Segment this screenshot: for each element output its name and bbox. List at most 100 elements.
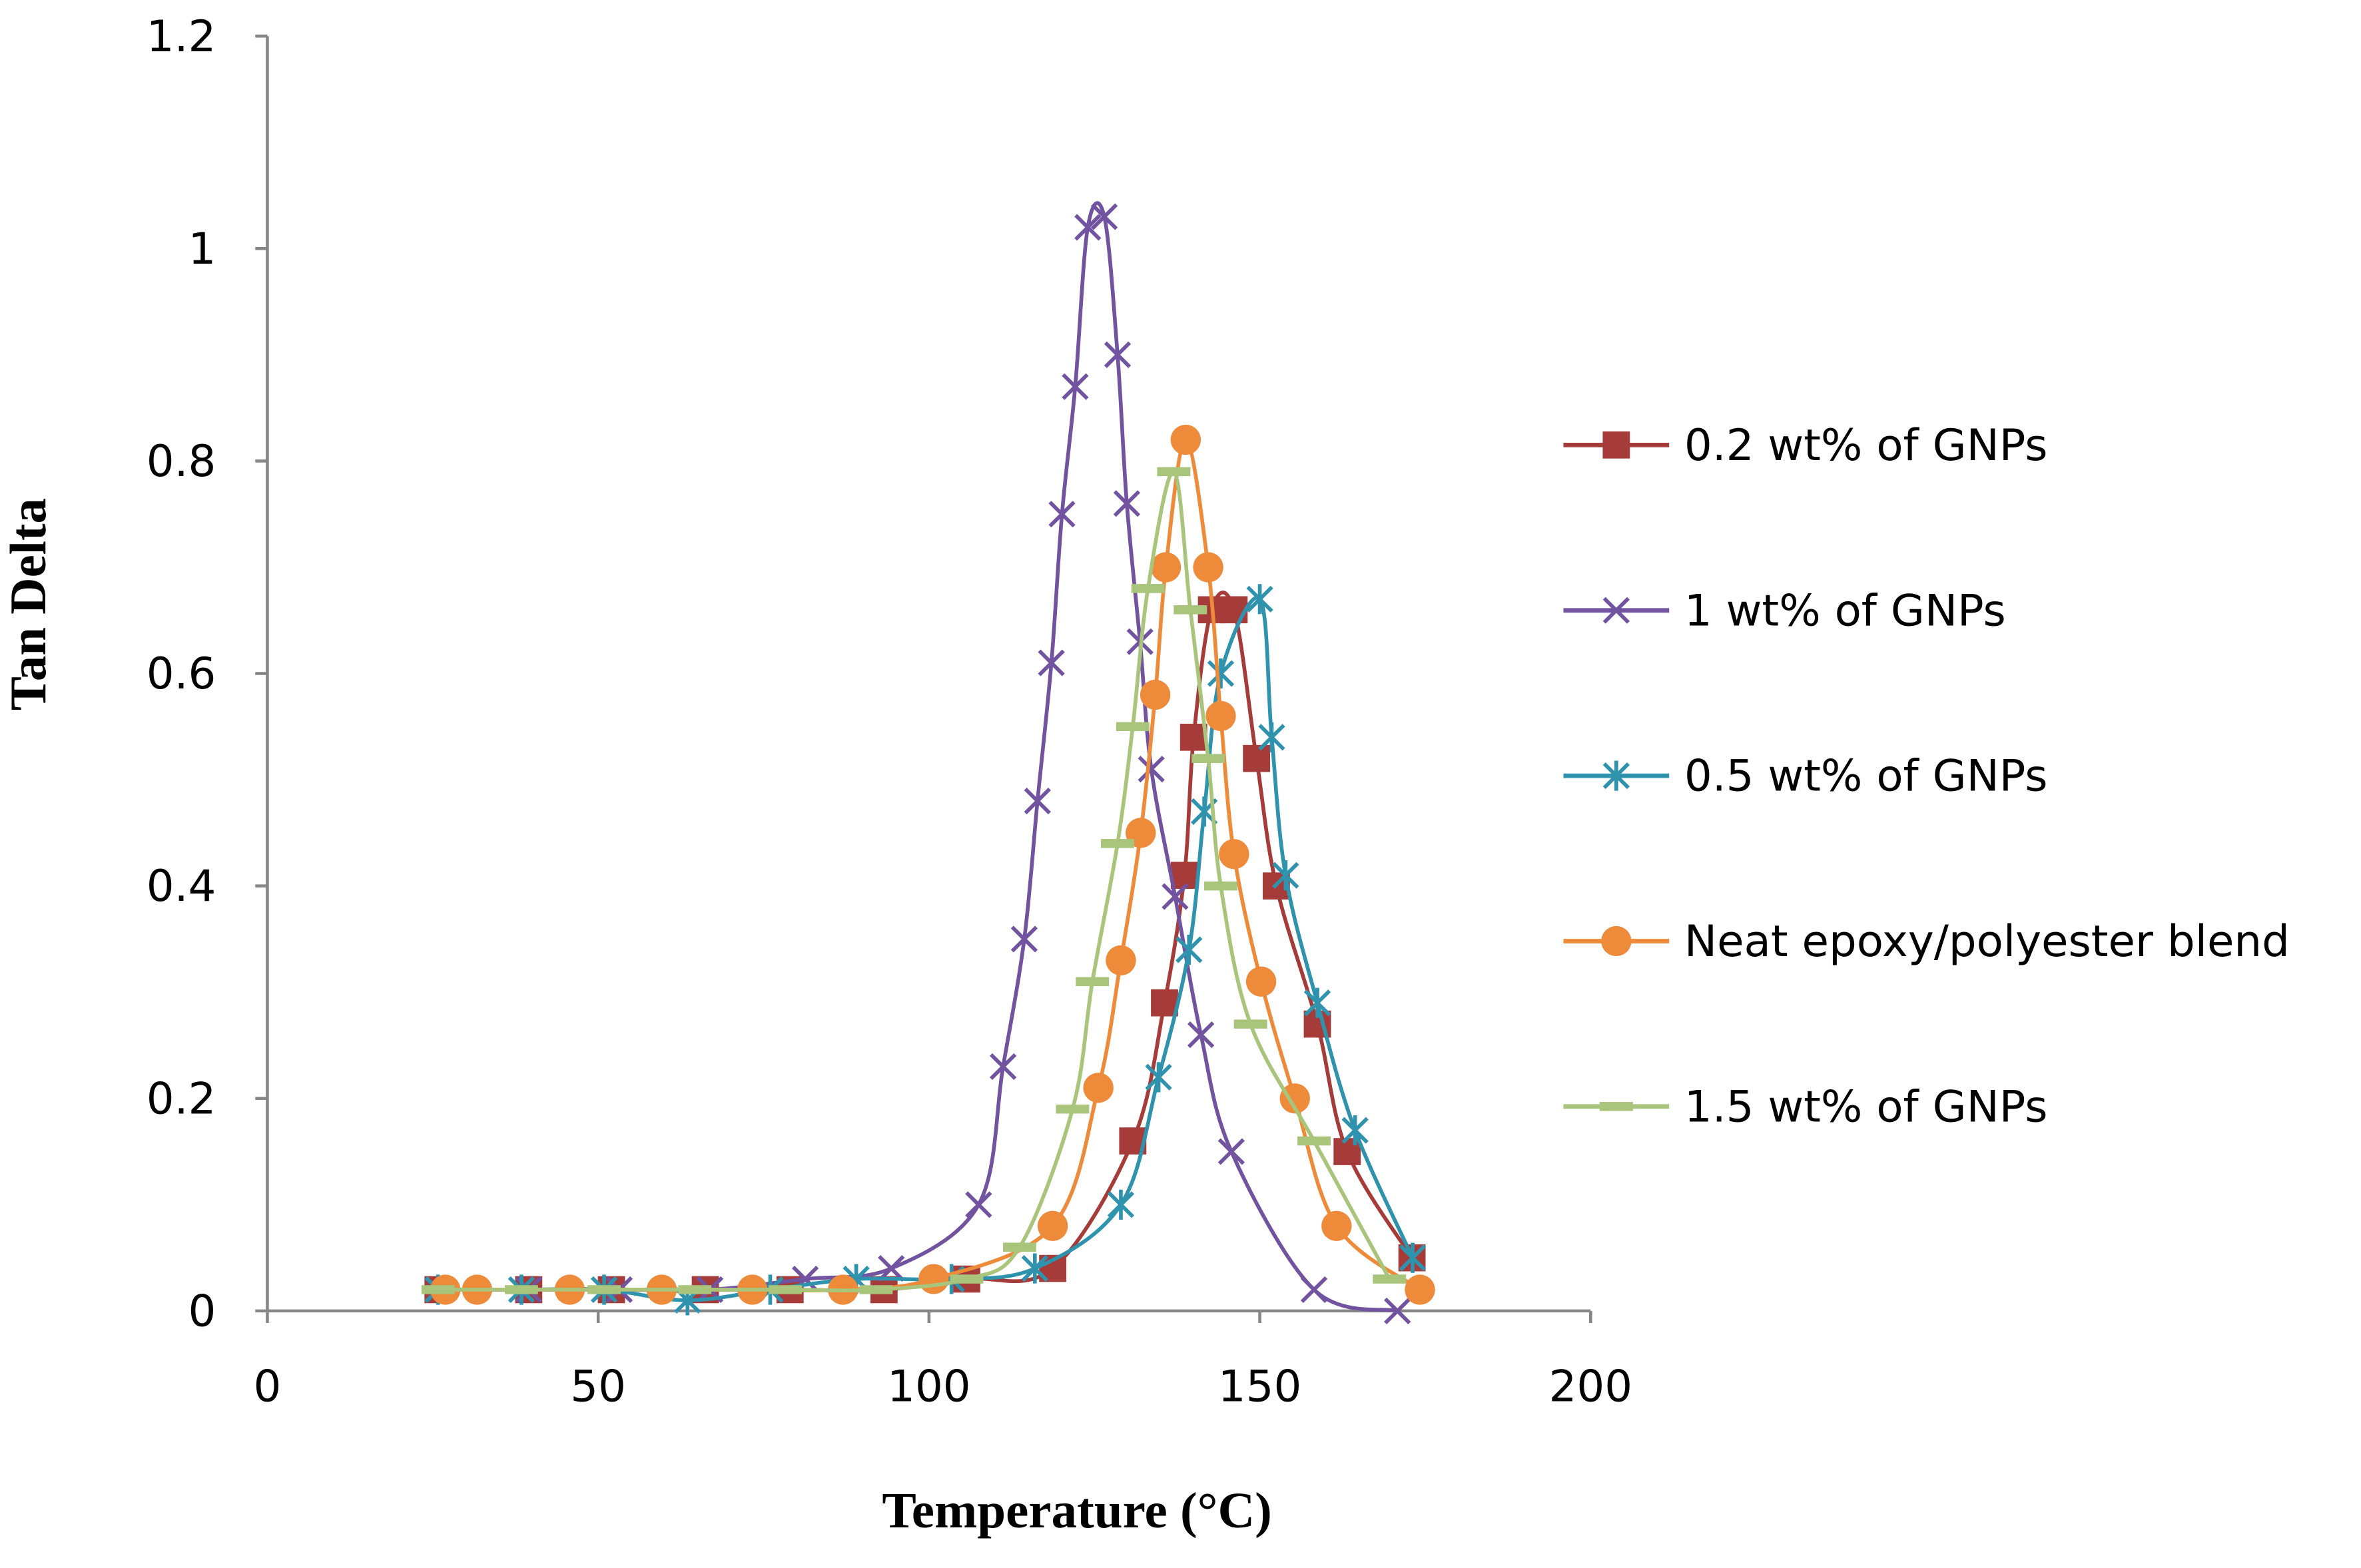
marker bbox=[1258, 722, 1285, 752]
marker bbox=[1204, 881, 1237, 891]
series-line bbox=[438, 595, 1415, 1302]
y-tick-label: 1 bbox=[188, 224, 216, 274]
marker bbox=[1106, 945, 1136, 975]
marker bbox=[1601, 925, 1632, 957]
marker bbox=[1191, 754, 1225, 763]
legend-label: 0.2 wt% of GNPs bbox=[1684, 420, 2048, 471]
marker bbox=[1341, 1115, 1369, 1146]
marker bbox=[1150, 552, 1181, 583]
marker bbox=[918, 1264, 949, 1294]
legend-item: 0.5 wt% of GNPs bbox=[1563, 751, 2048, 802]
marker bbox=[1021, 1253, 1048, 1284]
marker bbox=[1205, 700, 1236, 731]
marker bbox=[1599, 1102, 1633, 1111]
marker bbox=[1076, 977, 1110, 987]
marker bbox=[1116, 722, 1150, 732]
marker bbox=[1399, 1242, 1427, 1273]
marker bbox=[1145, 1062, 1172, 1093]
marker bbox=[1245, 966, 1277, 997]
y-tick-label: 0.6 bbox=[147, 649, 216, 699]
x-tick-label: 0 bbox=[254, 1362, 282, 1412]
marker bbox=[1074, 214, 1102, 241]
marker bbox=[587, 1285, 621, 1294]
marker bbox=[1219, 839, 1249, 870]
x-axis-title: Temperature (°C) bbox=[882, 1481, 1271, 1539]
marker bbox=[1131, 584, 1165, 593]
marker bbox=[1220, 596, 1248, 624]
marker bbox=[1010, 925, 1038, 953]
marker bbox=[769, 1285, 803, 1294]
marker bbox=[1297, 1136, 1331, 1146]
legend-label: Neat epoxy/polyester blend bbox=[1684, 916, 2290, 967]
marker bbox=[1003, 1242, 1036, 1252]
marker bbox=[1602, 760, 1630, 791]
marker bbox=[1107, 1189, 1135, 1220]
marker bbox=[1090, 203, 1118, 230]
series-line bbox=[438, 591, 1414, 1292]
marker bbox=[1038, 649, 1065, 676]
marker bbox=[1193, 552, 1223, 583]
marker bbox=[878, 1255, 905, 1282]
marker bbox=[1176, 934, 1203, 965]
y-tick-label: 0.8 bbox=[147, 436, 216, 487]
marker bbox=[1243, 744, 1271, 772]
marker bbox=[1170, 862, 1198, 890]
marker bbox=[1272, 860, 1299, 891]
marker bbox=[1321, 1210, 1352, 1241]
marker bbox=[678, 1285, 712, 1294]
marker bbox=[1602, 597, 1630, 624]
marker bbox=[1024, 787, 1051, 815]
marker bbox=[1217, 1138, 1245, 1165]
marker bbox=[421, 1285, 455, 1294]
marker bbox=[504, 1285, 538, 1294]
x-tick-label: 50 bbox=[570, 1362, 626, 1412]
series-line bbox=[438, 201, 1398, 1313]
marker bbox=[1170, 424, 1201, 455]
marker bbox=[1207, 658, 1235, 689]
y-tick-label: 0.4 bbox=[147, 861, 216, 912]
marker bbox=[1048, 501, 1076, 528]
marker bbox=[965, 1191, 992, 1218]
marker bbox=[1384, 1297, 1411, 1324]
marker bbox=[1037, 1210, 1068, 1241]
marker bbox=[1300, 1276, 1328, 1304]
y-tick-label: 1.2 bbox=[147, 11, 216, 62]
y-axis-title: Tan Delta bbox=[0, 498, 57, 710]
marker bbox=[1233, 1019, 1267, 1029]
x-tick-label: 100 bbox=[887, 1362, 971, 1412]
legend-item: 1.5 wt% of GNPs bbox=[1563, 1082, 2048, 1133]
y-tick-label: 0.2 bbox=[147, 1073, 216, 1124]
marker bbox=[1187, 1021, 1215, 1049]
marker bbox=[1162, 883, 1189, 910]
marker bbox=[1174, 605, 1207, 615]
marker bbox=[1157, 467, 1191, 477]
marker bbox=[1151, 989, 1178, 1017]
marker bbox=[1138, 756, 1165, 783]
legend-item: Neat epoxy/polyester blend bbox=[1563, 916, 2290, 967]
x-tick-label: 150 bbox=[1218, 1362, 1302, 1412]
legend-item: 0.2 wt% of GNPs bbox=[1563, 420, 2048, 471]
legend-label: 1.5 wt% of GNPs bbox=[1684, 1082, 2048, 1133]
marker bbox=[1104, 341, 1132, 368]
marker bbox=[1602, 431, 1630, 459]
marker bbox=[859, 1285, 893, 1294]
marker bbox=[1083, 1073, 1114, 1103]
legend-label: 0.5 wt% of GNPs bbox=[1684, 751, 2048, 802]
y-tick-label: 0 bbox=[188, 1286, 216, 1337]
marker bbox=[950, 1274, 984, 1284]
marker bbox=[1140, 679, 1171, 710]
marker bbox=[1303, 987, 1331, 1018]
legend-label: 1 wt% of GNPs bbox=[1684, 585, 2006, 636]
marker bbox=[1373, 1274, 1407, 1284]
marker bbox=[1101, 839, 1134, 848]
marker bbox=[989, 1053, 1017, 1080]
x-tick-label: 200 bbox=[1549, 1362, 1633, 1412]
marker bbox=[1056, 1104, 1090, 1114]
marker bbox=[1113, 490, 1141, 517]
marker bbox=[1062, 373, 1089, 400]
marker bbox=[1246, 584, 1273, 615]
legend-item: 1 wt% of GNPs bbox=[1563, 585, 2006, 636]
marker bbox=[1405, 1274, 1435, 1305]
series-line bbox=[438, 469, 1391, 1292]
